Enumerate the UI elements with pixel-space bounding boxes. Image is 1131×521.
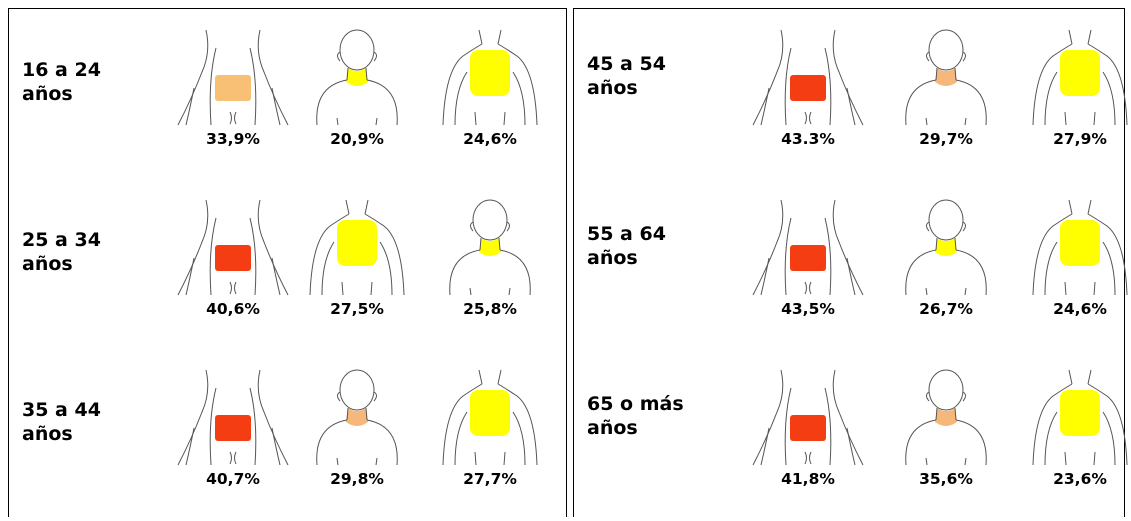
age-label: 16 a 24	[22, 59, 101, 81]
highlight-area	[1060, 50, 1100, 96]
body-figure	[177, 29, 289, 126]
body-figure	[442, 29, 538, 126]
body-figure	[752, 29, 864, 126]
age-label: 55 a 64	[587, 223, 666, 245]
body-figure	[752, 369, 864, 466]
highlight-area	[790, 245, 826, 271]
age-label: años	[22, 83, 73, 105]
age-label: años	[587, 77, 638, 99]
percentage: 40,7%	[206, 470, 260, 488]
age-label: 25 a 34	[22, 229, 101, 251]
age-label: años	[587, 247, 638, 269]
body-figure	[316, 369, 398, 466]
body-figure	[1032, 29, 1128, 126]
percentage: 27,9%	[1053, 130, 1107, 148]
percentage: 27,5%	[330, 300, 384, 318]
percentage: 43.3%	[781, 130, 835, 148]
body-figure	[442, 369, 538, 466]
highlight-area	[215, 415, 251, 441]
percentage: 41,8%	[781, 470, 835, 488]
percentage: 29,8%	[330, 470, 384, 488]
percentage: 33,9%	[206, 130, 260, 148]
age-label: años	[587, 417, 638, 439]
age-label: 35 a 44	[22, 399, 101, 421]
age-label: años	[22, 423, 73, 445]
body-figure	[449, 199, 531, 296]
body-figure	[177, 199, 289, 296]
body-figure	[177, 369, 289, 466]
age-label: 45 a 54	[587, 53, 666, 75]
percentage: 26,7%	[919, 300, 973, 318]
body-figure	[309, 199, 405, 296]
body-figure	[1032, 199, 1128, 296]
highlight-area	[935, 408, 957, 426]
percentage: 23,6%	[1053, 470, 1107, 488]
highlight-area	[935, 68, 957, 86]
highlight-area	[1060, 390, 1100, 436]
age-label: años	[22, 253, 73, 275]
percentage: 25,8%	[463, 300, 517, 318]
age-label: 65 o más	[587, 393, 684, 415]
percentage: 43,5%	[781, 300, 835, 318]
body-figure	[752, 199, 864, 296]
highlight-area	[337, 220, 377, 266]
highlight-area	[479, 238, 501, 256]
highlight-area	[1060, 220, 1100, 266]
percentage: 27,7%	[463, 470, 517, 488]
percentage: 40,6%	[206, 300, 260, 318]
highlight-area	[346, 408, 368, 426]
highlight-area	[790, 75, 826, 101]
highlight-area	[215, 245, 251, 271]
percentage: 24,6%	[463, 130, 517, 148]
percentage: 24,6%	[1053, 300, 1107, 318]
highlight-area	[215, 75, 251, 101]
panel-border	[8, 8, 567, 521]
body-figure	[1032, 369, 1128, 466]
highlight-area	[790, 415, 826, 441]
highlight-area	[470, 390, 510, 436]
highlight-area	[470, 50, 510, 96]
body-figure	[905, 369, 987, 466]
body-figure	[316, 29, 398, 126]
body-figure	[905, 29, 987, 126]
percentage: 20,9%	[330, 130, 384, 148]
percentage: 29,7%	[919, 130, 973, 148]
highlight-area	[346, 68, 368, 86]
percentage: 35,6%	[919, 470, 973, 488]
panel-border	[573, 8, 1125, 521]
highlight-area	[935, 238, 957, 256]
body-figure	[905, 199, 987, 296]
